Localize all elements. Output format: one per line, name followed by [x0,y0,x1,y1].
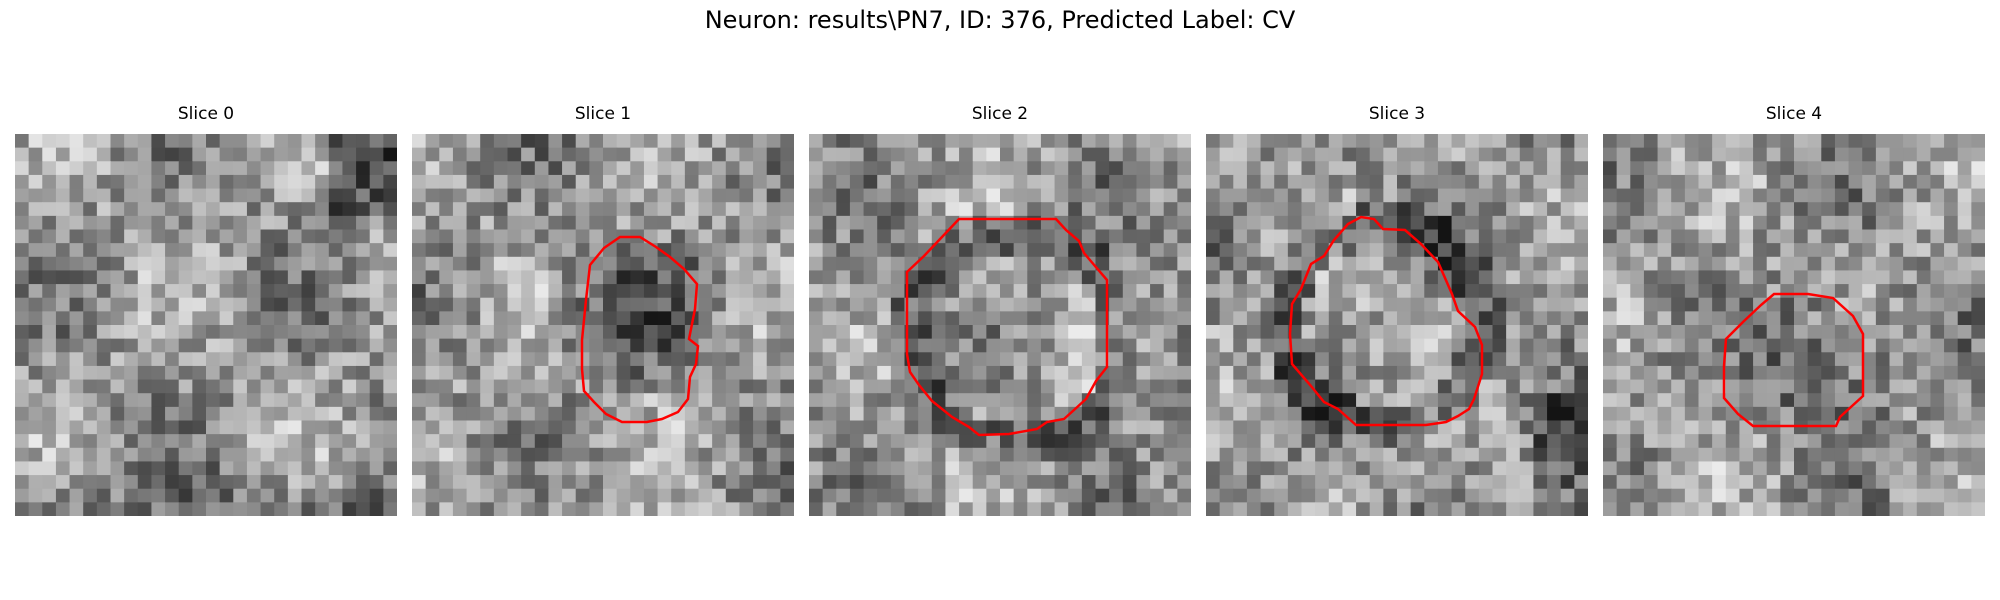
slice-image-4 [1603,134,1985,516]
segmentation-contour [1722,292,1865,428]
slice-title: Slice 2 [971,104,1029,124]
segmentation-contour [1288,215,1484,427]
grayscale-pixel-grid [809,134,1191,516]
grayscale-pixel-grid [15,134,397,516]
slice-image-3 [1206,134,1588,516]
slice-title: Slice 0 [177,104,235,124]
segmentation-contour [580,235,700,424]
slice-title: Slice 3 [1368,104,1426,124]
slice-image-2 [809,134,1191,516]
slice-title: Slice 1 [574,104,632,124]
segmentation-contour [905,217,1109,437]
slice-image-0 [15,134,397,516]
slice-title: Slice 4 [1765,104,1823,124]
figure-title: Neuron: results\PN7, ID: 376, Predicted … [704,6,1296,34]
grayscale-pixel-grid [1603,134,1985,516]
grayscale-pixel-grid [1206,134,1588,516]
grayscale-pixel-grid [412,134,794,516]
slice-image-1 [412,134,794,516]
